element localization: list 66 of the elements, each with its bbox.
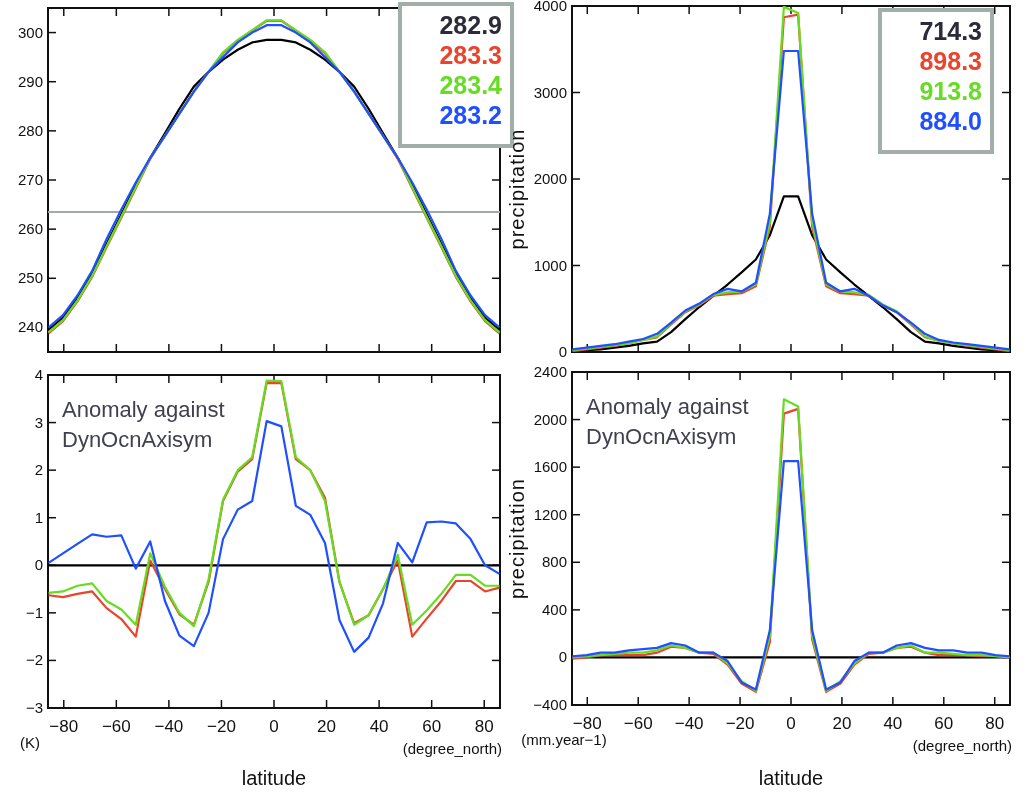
y-tick-label: 4000 bbox=[533, 0, 567, 14]
x-tick-label: −80 bbox=[572, 714, 602, 733]
y-tick-label: 4 bbox=[34, 366, 43, 383]
y-tick-label: 0 bbox=[34, 556, 43, 574]
y-tick-label: 1200 bbox=[533, 505, 567, 523]
annotation: Anomaly against DynOcnAxisym bbox=[62, 397, 225, 452]
x-tick-label: −60 bbox=[623, 714, 653, 733]
y-tick-label: 280 bbox=[17, 121, 43, 139]
annotation: 283.4 bbox=[439, 71, 503, 99]
x-tick-label: 0 bbox=[786, 714, 796, 733]
x-tick-label: −60 bbox=[101, 717, 131, 736]
y-tick-label: 400 bbox=[541, 600, 567, 618]
x-tick-label: 60 bbox=[422, 717, 442, 736]
line-series bbox=[48, 420, 500, 653]
y-tick-label: 2 bbox=[34, 461, 43, 479]
annotation: 283.3 bbox=[439, 41, 502, 69]
x-tick-label: −40 bbox=[674, 714, 704, 733]
x-tick-label: 80 bbox=[474, 717, 494, 736]
y-tick-label: 800 bbox=[541, 553, 567, 571]
y-tick-label: 2400 bbox=[533, 363, 567, 380]
y-tick-label: 1600 bbox=[533, 458, 567, 476]
y-tick-label: −1 bbox=[25, 603, 43, 621]
annotation: Anomaly against DynOcnAxisym bbox=[586, 394, 749, 449]
annotation: 913.8 bbox=[919, 77, 983, 105]
text: (mm.year−1) bbox=[521, 731, 607, 748]
annotation: 282.9 bbox=[439, 11, 502, 39]
y-tick-label: 0 bbox=[558, 648, 567, 666]
x-axis-title: latitude bbox=[758, 767, 824, 789]
y-tick-label: 1000 bbox=[533, 256, 567, 274]
x-axis-title: latitude bbox=[241, 767, 307, 789]
y-tick-label: 250 bbox=[17, 269, 43, 287]
x-tick-label: −40 bbox=[154, 717, 184, 736]
y-tick-label: 260 bbox=[17, 220, 43, 238]
x-tick-label: −80 bbox=[49, 717, 79, 736]
y-tick-label: −400 bbox=[533, 696, 567, 713]
y-tick-label: 2000 bbox=[533, 410, 567, 428]
x-tick-label: −20 bbox=[725, 714, 755, 733]
annotation: 283.2 bbox=[439, 101, 502, 129]
x-tick-label: −20 bbox=[207, 717, 236, 736]
y-tick-label: 2000 bbox=[533, 170, 567, 187]
text: (K) bbox=[20, 734, 40, 751]
x-tick-label: 0 bbox=[269, 717, 279, 736]
x-tick-label: 40 bbox=[369, 717, 389, 736]
y-tick-label: 1 bbox=[34, 508, 43, 526]
y-tick-label: −3 bbox=[25, 699, 43, 716]
x-tick-label: 60 bbox=[934, 714, 954, 733]
line-series bbox=[572, 460, 1010, 691]
y-tick-label: 270 bbox=[17, 171, 43, 188]
x-tick-label: 40 bbox=[883, 714, 903, 733]
y-tick-label: 240 bbox=[17, 318, 43, 336]
y-tick-label: 300 bbox=[17, 23, 43, 41]
annotation: 898.3 bbox=[919, 47, 982, 75]
x-tick-label: 80 bbox=[985, 714, 1005, 733]
x-tick-label: 20 bbox=[832, 714, 852, 733]
annotation: 884.0 bbox=[919, 107, 982, 135]
y-tick-label: 3 bbox=[34, 413, 43, 431]
y-tick-label: 0 bbox=[558, 343, 567, 360]
y-tick-label: 3000 bbox=[533, 83, 567, 101]
y-axis-title: precipitation bbox=[506, 478, 528, 599]
x-tick-label: 20 bbox=[317, 717, 337, 736]
y-axis-title: precipitation bbox=[506, 128, 528, 250]
text: (degree_north) bbox=[912, 737, 1012, 754]
y-tick-label: 290 bbox=[17, 72, 43, 90]
annotation: 714.3 bbox=[919, 17, 982, 45]
y-tick-label: −2 bbox=[25, 651, 43, 669]
text: (degree_north) bbox=[402, 740, 502, 757]
